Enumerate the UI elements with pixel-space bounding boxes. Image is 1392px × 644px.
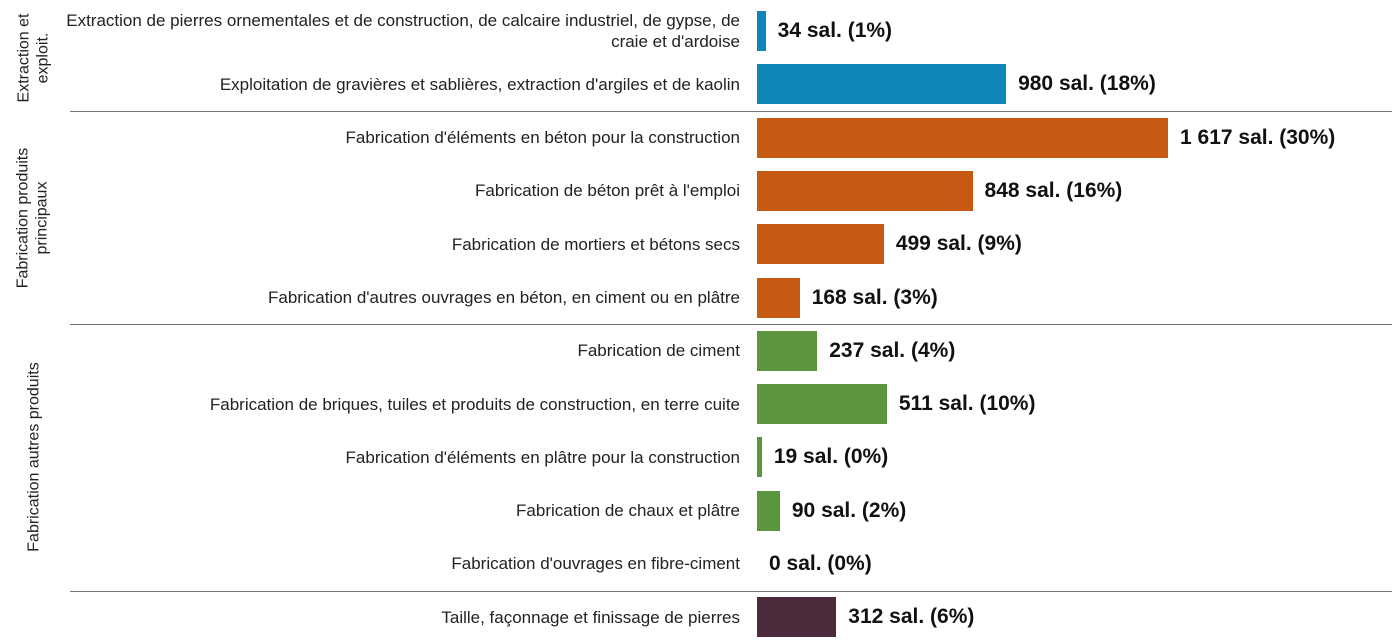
group-separator xyxy=(70,110,1392,112)
group-label-text: Extraction et exploit. xyxy=(15,13,51,103)
bar xyxy=(757,490,780,531)
category-label: Fabrication de briques, tuiles et produi… xyxy=(209,394,740,414)
value-label: 90 sal. (2%) xyxy=(791,498,907,522)
category-label: Exploitation de gravières et sablières, … xyxy=(219,74,740,94)
category-label: Fabrication de chaux et plâtre xyxy=(516,501,740,521)
category-label: Fabrication d'ouvrages en fibre-ciment xyxy=(451,554,740,574)
value-label: 312 sal. (6%) xyxy=(848,605,975,629)
value-label: 1 617 sal. (30%) xyxy=(1180,125,1336,149)
category-label: Extraction de pierres ornementales et de… xyxy=(66,10,740,51)
group-label-text: Fabrication autres produits xyxy=(24,362,42,553)
bar xyxy=(757,277,800,318)
category-label: Fabrication de béton prêt à l'emploi xyxy=(474,181,740,201)
bar xyxy=(757,330,818,371)
bar xyxy=(757,437,762,478)
value-label: 168 sal. (3%) xyxy=(811,285,938,309)
category-label: Fabrication de ciment xyxy=(577,341,740,361)
bar xyxy=(757,11,766,51)
group-separator xyxy=(70,590,1392,592)
group-label: Fabrication produits principaux xyxy=(8,111,58,324)
value-label: 34 sal. (1%) xyxy=(777,19,893,42)
value-label: 499 sal. (9%) xyxy=(895,232,1022,256)
value-label: 0 sal. (0%) xyxy=(769,552,872,575)
category-label: Fabrication d'autres ouvrages en béton, … xyxy=(268,287,740,307)
group-separator xyxy=(70,324,1392,326)
bar xyxy=(757,384,887,425)
value-label: 848 sal. (16%) xyxy=(984,178,1123,202)
bar xyxy=(757,64,1007,105)
value-label: 980 sal. (18%) xyxy=(1018,72,1156,96)
value-label: 511 sal. (10%) xyxy=(898,392,1036,416)
group-label-text: Fabrication produits principaux xyxy=(15,147,51,288)
bar xyxy=(757,597,837,638)
bar xyxy=(757,117,1168,158)
group-label: Fabrication autres produits xyxy=(8,324,58,591)
group-label: Extraction et exploit. xyxy=(8,4,58,111)
category-label: Fabrication d'éléments en béton pour la … xyxy=(345,128,740,148)
value-label: 237 sal. (4%) xyxy=(829,338,956,362)
category-label: Fabrication de mortiers et bétons secs xyxy=(451,234,740,254)
value-label: 19 sal. (0%) xyxy=(773,445,889,469)
category-label: Taille, façonnage et finissage de pierre… xyxy=(441,607,740,627)
category-label: Fabrication d'éléments en plâtre pour la… xyxy=(345,447,740,467)
bar xyxy=(757,224,884,265)
bar xyxy=(757,170,973,211)
